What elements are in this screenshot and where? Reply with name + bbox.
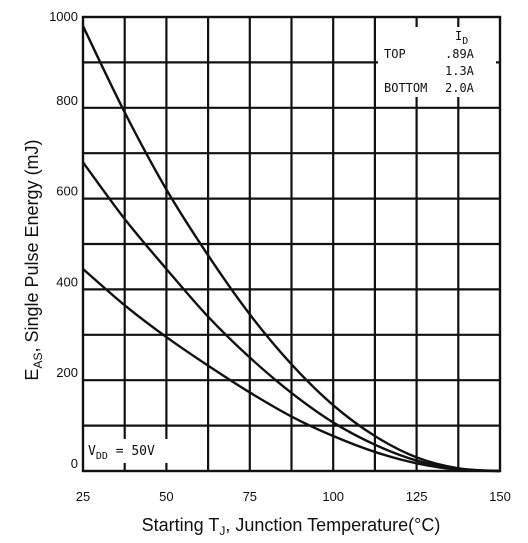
vdd-annotation-background — [86, 439, 178, 463]
y-tick-label: 0 — [71, 456, 78, 471]
vdd-annotation-text: VDD = 50V — [88, 444, 155, 462]
y-tick-label: 200 — [56, 365, 78, 380]
x-tick-label: 150 — [489, 489, 511, 504]
legend-row-top-label: TOP — [384, 47, 406, 61]
y-axis-title: EAS, Single Pulse Energy (mJ) — [22, 139, 45, 380]
series-line-2 — [82, 161, 501, 473]
x-tick-label: 50 — [159, 489, 173, 504]
series-line-3 — [82, 268, 501, 473]
x-tick-labels: 25 50 75 100 125 150 — [76, 489, 511, 504]
x-axis-title-prefix: Starting T — [142, 515, 220, 535]
y-tick-label: 600 — [56, 184, 78, 199]
legend-header: ID — [455, 29, 468, 47]
plot-frame — [81, 15, 502, 473]
x-tick-label: 75 — [243, 489, 257, 504]
y-tick-label: 800 — [56, 93, 78, 108]
x-tick-label: 25 — [76, 489, 90, 504]
legend-row-mid-value: 1.3A — [445, 64, 475, 78]
y-tick-label: 1000 — [49, 9, 78, 24]
vdd-annotation: VDD = 50V — [86, 439, 178, 463]
y-tick-labels: 0 200 400 600 800 1000 — [49, 9, 78, 471]
legend-row-top-value: .89A — [445, 47, 475, 61]
legend-header-main: I — [455, 29, 462, 43]
legend-row-bottom-value: 2.0A — [445, 81, 475, 95]
grid — [83, 17, 500, 471]
series-line-1 — [81, 25, 501, 473]
y-axis-title-prefix: E — [22, 369, 42, 381]
x-axis-title: Starting TJ, Junction Temperature(°C) — [142, 515, 441, 538]
series-layer — [81, 25, 501, 473]
vdd-main: V — [88, 444, 96, 459]
legend-header-sub: D — [462, 36, 468, 47]
x-tick-label: 100 — [322, 489, 344, 504]
y-tick-label: 400 — [56, 274, 78, 289]
legend-background — [378, 27, 496, 97]
y-axis-title-sub: AS — [31, 353, 45, 369]
x-tick-label: 125 — [406, 489, 428, 504]
x-axis-title-suffix: , Junction Temperature(°C) — [225, 515, 440, 535]
x-axis-title-sub: J — [219, 524, 225, 538]
legend: ID TOP .89A 1.3A BOTTOM 2.0A — [378, 27, 496, 97]
y-axis-title-suffix: , Single Pulse Energy (mJ) — [22, 139, 42, 352]
vdd-sub: DD — [96, 451, 108, 462]
legend-row-bottom-label: BOTTOM — [384, 81, 427, 95]
vdd-rest: = 50V — [108, 444, 155, 459]
